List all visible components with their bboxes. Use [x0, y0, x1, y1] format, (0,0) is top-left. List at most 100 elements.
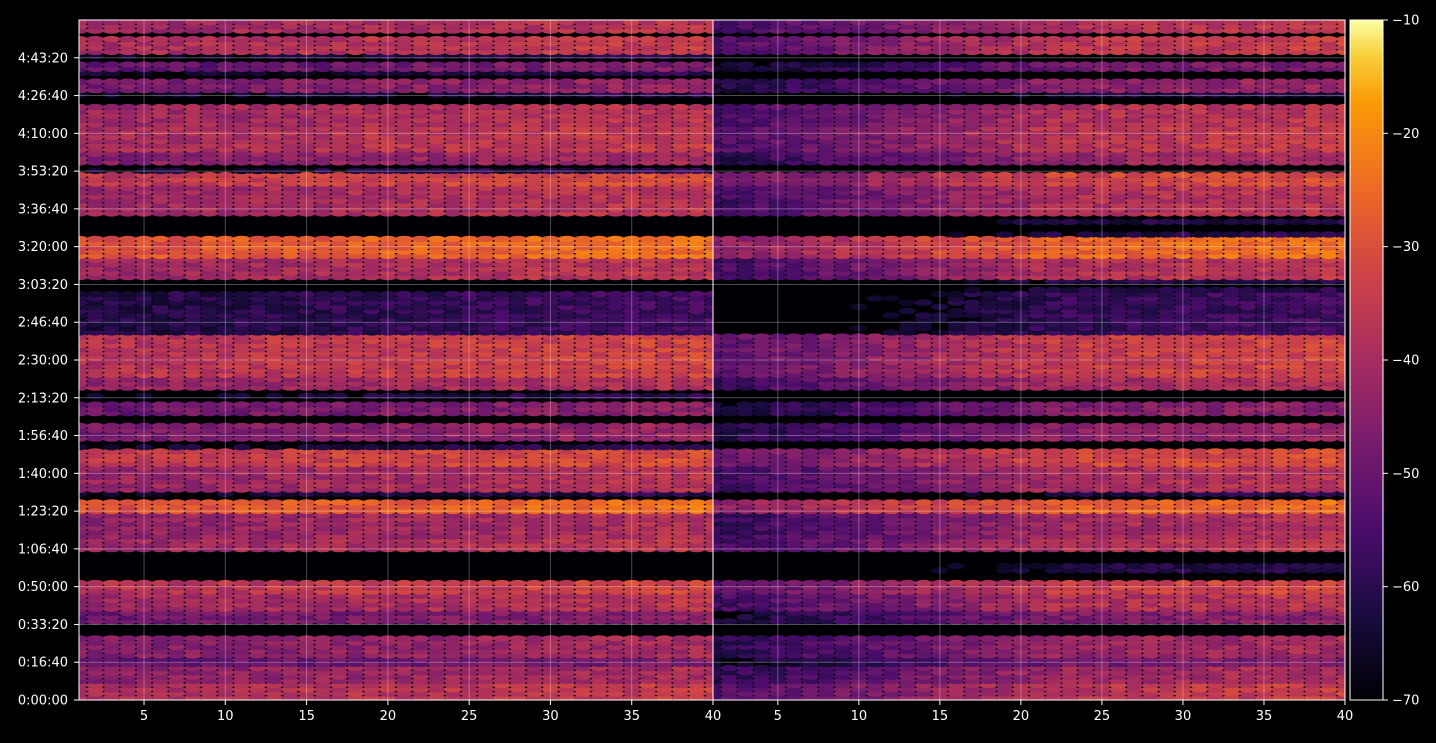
heatmap-cell — [590, 499, 608, 506]
heatmap-cell — [590, 401, 608, 408]
heatmap-cell — [362, 392, 381, 400]
heatmap-cell — [525, 61, 543, 68]
heatmap-cell — [590, 392, 608, 400]
heatmap-cell — [493, 401, 511, 408]
heatmap-cell — [395, 78, 413, 85]
heatmap-cell — [216, 448, 234, 455]
heatmap-cell — [411, 635, 430, 642]
heatmap-cell — [558, 103, 576, 111]
heatmap-cell — [167, 167, 186, 175]
heatmap-cell — [671, 78, 690, 85]
heatmap-cell — [379, 579, 397, 587]
heatmap-cell — [281, 422, 299, 430]
heatmap-cell — [493, 499, 511, 506]
heatmap-cell — [688, 290, 706, 298]
heatmap-cell — [249, 401, 267, 408]
heatmap-cell — [362, 401, 381, 408]
heatmap-cell — [574, 392, 592, 400]
heatmap-cell — [525, 78, 543, 85]
heatmap-cell — [151, 235, 169, 243]
heatmap-cell — [79, 401, 88, 408]
heatmap-cell — [509, 579, 527, 587]
heatmap-cell — [86, 635, 105, 642]
heatmap-cell — [606, 167, 625, 175]
heatmap-cell — [395, 235, 413, 243]
heatmap-cell — [590, 635, 608, 642]
heatmap-cell — [704, 290, 713, 298]
heatmap-cell — [476, 635, 495, 642]
heatmap-cell — [558, 167, 576, 175]
heatmap-cell — [493, 290, 511, 298]
heatmap-cell — [509, 443, 527, 451]
heatmap-cell — [444, 422, 462, 430]
heatmap-cell — [102, 171, 121, 179]
heatmap-cell — [590, 290, 608, 298]
heatmap-cell — [688, 235, 706, 243]
heatmap-cell — [395, 443, 413, 451]
heatmap-cell — [249, 78, 267, 85]
heatmap-cell — [297, 499, 316, 506]
heatmap-cell — [476, 499, 495, 506]
heatmap-cell — [265, 78, 283, 85]
heatmap-cell — [655, 103, 673, 111]
heatmap-cell — [297, 401, 316, 408]
heatmap-cell — [135, 422, 153, 430]
heatmap-cell — [330, 103, 348, 111]
heatmap-cell — [427, 167, 446, 175]
heatmap-cell — [362, 443, 381, 451]
heatmap-cell — [427, 499, 446, 506]
heatmap-cell — [476, 167, 495, 175]
heatmap-cell — [623, 579, 641, 587]
heatmap-cell — [330, 171, 348, 179]
heatmap-cell — [119, 579, 137, 587]
heatmap-cell — [558, 78, 576, 85]
heatmap-cell — [606, 392, 625, 400]
heatmap-cell — [362, 61, 381, 68]
heatmap-cell — [606, 61, 625, 68]
heatmap-cell — [86, 78, 105, 85]
heatmap-cell — [444, 78, 462, 85]
heatmap-cell — [655, 635, 673, 642]
heatmap-cell — [167, 61, 186, 68]
heatmap-cell — [639, 290, 657, 298]
heatmap-cell — [623, 392, 641, 400]
heatmap-cell — [79, 499, 88, 506]
heatmap-cell — [671, 499, 690, 506]
heatmap-cell — [346, 103, 365, 111]
heatmap-cell — [525, 235, 543, 243]
heatmap-cell — [79, 422, 88, 430]
heatmap-cell — [704, 499, 713, 506]
heatmap-cell — [704, 443, 713, 451]
heatmap-cell — [558, 401, 576, 408]
heatmap-cell — [525, 579, 543, 587]
heatmap-cell — [704, 167, 713, 175]
heatmap-cell — [671, 635, 690, 642]
heatmap-cell — [86, 401, 105, 408]
heatmap-cell — [330, 235, 348, 243]
heatmap-cell — [265, 443, 283, 451]
heatmap-cell — [444, 579, 462, 587]
heatmap-cell — [216, 171, 234, 179]
heatmap-cell — [606, 579, 625, 587]
heatmap-cell — [119, 78, 137, 85]
heatmap-cell — [151, 167, 169, 175]
heatmap-cell — [427, 235, 446, 243]
heatmap-cell — [411, 392, 430, 400]
heatmap-cell — [184, 443, 202, 451]
heatmap-cell — [232, 392, 251, 400]
heatmap-cell — [623, 401, 641, 408]
heatmap-cell — [314, 579, 332, 587]
heatmap-cell — [232, 443, 251, 451]
heatmap-cell — [216, 422, 234, 430]
heatmap-cell — [427, 103, 446, 111]
heatmap-cell — [346, 635, 365, 642]
heatmap-cell — [460, 103, 478, 111]
heatmap-cell — [444, 499, 462, 506]
heatmap-cell — [558, 635, 576, 642]
heatmap-cell — [135, 78, 153, 85]
heatmap-cell — [200, 635, 218, 642]
heatmap-cell — [362, 167, 381, 175]
heatmap-cell — [362, 635, 381, 642]
heatmap-cell — [704, 579, 713, 587]
